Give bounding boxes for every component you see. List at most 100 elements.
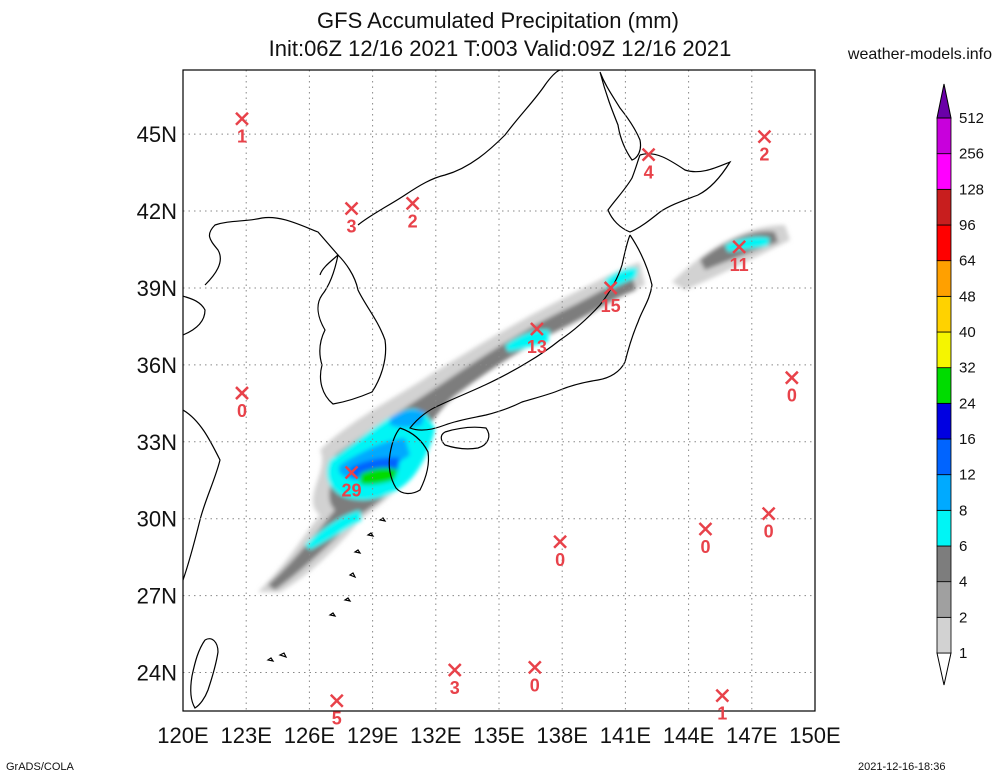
colorbar-label: 48 xyxy=(959,288,976,305)
colorbar-segment xyxy=(936,545,952,583)
station-x-icon xyxy=(603,281,618,295)
lat-tick-label: 24N xyxy=(137,661,177,686)
precip-band-medium xyxy=(268,275,636,590)
lon-tick-label: 126E xyxy=(284,723,335,748)
station-value: 13 xyxy=(527,337,547,357)
colorbar-top-arrow xyxy=(936,83,952,119)
station-value: 1 xyxy=(237,127,247,147)
precip-band-cyan-3 xyxy=(505,329,550,352)
colorbar-label: 64 xyxy=(959,253,976,270)
station-x-icon xyxy=(235,111,249,126)
station-marker: 0 xyxy=(698,522,713,557)
station-marker: 0 xyxy=(784,370,799,406)
lon-tick-label: 123E xyxy=(221,723,272,748)
station-x-icon xyxy=(732,240,747,254)
station-value: 0 xyxy=(787,386,797,406)
station-marker: 2 xyxy=(757,129,772,165)
colorbar-label: 24 xyxy=(959,395,976,412)
colorbar-label: 96 xyxy=(959,217,976,234)
coast-russia xyxy=(357,70,561,226)
station-value: 5 xyxy=(332,709,342,729)
colorbar-segment xyxy=(936,224,952,262)
colorbar-label: 6 xyxy=(959,538,967,555)
colorbar-segment xyxy=(936,402,952,440)
colorbar-label: 1 xyxy=(959,645,967,662)
colorbar-label: 12 xyxy=(959,467,976,484)
station-x-icon xyxy=(527,660,542,675)
colorbar-label: 256 xyxy=(959,146,984,163)
footer-timestamp: 2021-12-16-18:36 xyxy=(858,761,946,773)
colorbar-label: 8 xyxy=(959,502,967,519)
lon-tick-label: 120E xyxy=(157,723,208,748)
precipitation-shading xyxy=(258,225,790,592)
lat-tick-label: 27N xyxy=(137,584,177,609)
colorbar-segment xyxy=(936,616,952,654)
lon-tick-label: 150E xyxy=(789,723,840,748)
station-x-icon xyxy=(761,506,776,521)
graticule xyxy=(183,70,815,711)
coast-kyushu xyxy=(388,427,430,495)
station-marker: 4 xyxy=(641,147,656,183)
lon-tick-label: 144E xyxy=(663,723,714,748)
lon-tick-label: 132E xyxy=(410,723,461,748)
lat-tick-label: 42N xyxy=(137,199,177,224)
colorbar-segment xyxy=(936,331,952,369)
lat-tick-label: 30N xyxy=(137,507,177,532)
colorbar-label: 512 xyxy=(959,110,984,127)
colorbar-segment xyxy=(936,295,952,333)
station-value: 29 xyxy=(342,481,362,501)
station-x-icon xyxy=(757,129,772,144)
colorbar-label: 2 xyxy=(959,609,967,626)
latitude-labels: 24N 27N 30N 33N 36N 39N 42N 45N xyxy=(137,122,177,685)
station-value: 0 xyxy=(700,537,710,557)
plot-frame xyxy=(182,69,816,712)
station-marker: 0 xyxy=(761,506,776,542)
station-marker: 29 xyxy=(342,465,362,501)
station-marker: 0 xyxy=(553,534,567,570)
station-x-icon xyxy=(784,370,799,385)
station-value: 3 xyxy=(347,216,357,236)
lon-tick-label: 129E xyxy=(347,723,398,748)
coast-sakhalin xyxy=(599,71,642,161)
station-marker: 0 xyxy=(235,386,249,421)
station-value: 4 xyxy=(644,163,654,183)
precip-band-cyan-2 xyxy=(305,510,362,550)
coast-ryukyu xyxy=(266,517,387,662)
footer-software-credit: GrADS/COLA xyxy=(6,761,74,773)
colorbar-bottom-arrow xyxy=(936,652,952,686)
colorbar-label: 32 xyxy=(959,360,976,377)
colorbar-segment xyxy=(936,367,952,404)
station-x-icon xyxy=(553,534,567,549)
lat-tick-label: 45N xyxy=(137,122,177,147)
station-x-icon xyxy=(698,522,713,536)
station-marker: 15 xyxy=(601,281,621,316)
station-value: 2 xyxy=(408,211,418,231)
station-x-icon xyxy=(235,386,249,400)
colorbar-segment xyxy=(936,260,952,297)
coastlines xyxy=(183,70,732,709)
coast-honshu xyxy=(409,234,653,431)
longitude-labels: 120E 123E 126E 129E 132E 135E 138E 141E 144E 147E… xyxy=(157,723,840,748)
colorbar-segment xyxy=(936,509,952,547)
station-value: 0 xyxy=(764,522,774,542)
colorbar-label: 40 xyxy=(959,324,976,341)
colorbar-segment xyxy=(936,117,952,155)
station-x-icon xyxy=(405,196,420,211)
plot-area xyxy=(183,70,815,711)
colorbar-segment xyxy=(936,581,952,618)
station-value: 15 xyxy=(601,296,621,316)
lat-tick-label: 33N xyxy=(137,430,177,455)
station-value: 0 xyxy=(530,675,540,695)
station-marker: 3 xyxy=(344,201,359,236)
station-value: 1 xyxy=(717,704,727,724)
station-marker: 5 xyxy=(329,693,344,729)
coast-hokkaido xyxy=(607,153,732,233)
coast-korea xyxy=(317,254,387,405)
colorbar-label: 16 xyxy=(959,431,976,448)
station-value: 11 xyxy=(730,255,749,275)
station-marker: 13 xyxy=(527,322,547,357)
station-marker: 3 xyxy=(447,663,462,698)
station-marker: 2 xyxy=(405,196,420,231)
